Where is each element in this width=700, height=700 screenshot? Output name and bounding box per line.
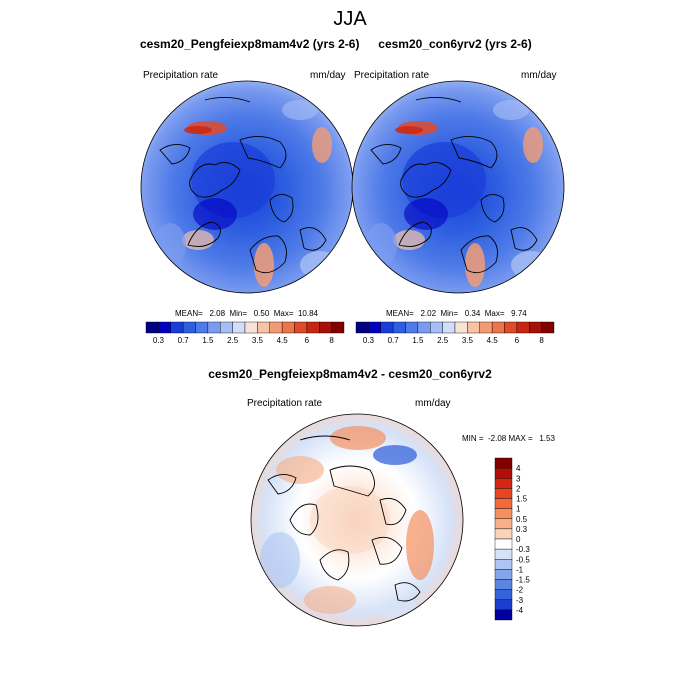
colorbar-tick-label: 8 [539,336,544,345]
colorbar-swatch [281,321,295,334]
colorbar-tick-label: 6 [305,336,310,345]
diff-variable: Precipitation rate [247,398,323,409]
map-panel-1 [141,81,353,293]
colorbar-swatch [494,548,513,560]
colorbar-swatch [494,589,513,600]
panel1-stats: MEAN= 2.08 Min= 0.50 Max= 10.84 [175,309,318,318]
colorbar-swatch [494,518,513,530]
colorbar-tick-label: 6 [515,336,520,345]
colorbar-swatch [494,478,513,489]
diff-units: mm/day [415,398,451,409]
colorbar-tick-label: 0.3 [153,336,165,345]
colorbar-tick-label: 1.5 [516,495,528,504]
colorbar-swatch [405,321,419,334]
colorbar-swatch [207,321,221,334]
colorbar-swatch [294,321,308,334]
colorbar-swatch [170,321,184,334]
colorbar-tick-label: 3.5 [462,336,474,345]
colorbar-swatch [145,321,159,334]
panel2-title: cesm20_con6yrv2 (yrs 2-6) [378,37,532,51]
colorbar-swatch [494,508,513,519]
colorbar-swatch [494,457,513,469]
colorbar-swatch [494,467,513,479]
colorbar-swatch [220,321,233,334]
colorbar-swatch [232,321,246,334]
colorbar-swatch [494,528,513,540]
colorbar-tick-label: 0.3 [363,336,375,345]
colorbar-swatch [368,321,381,334]
colorbar-tick-label: 1.5 [412,336,424,345]
panel1-variable: Precipitation rate [143,70,219,81]
colorbar-diff: 432 1.510.50.30-0.3-0.5-1 -1.5-2-3-4 [494,457,530,621]
colorbar-swatch [319,321,332,334]
colorbar-swatch [355,321,369,334]
colorbar-swatch [516,321,530,334]
colorbar-tick-label: -1 [516,565,524,574]
panel1-units: mm/day [310,70,346,81]
colorbar-tick-label: 2.5 [227,336,239,345]
colorbar-tick-label: 8 [329,336,334,345]
colorbar-tick-label: 2 [516,484,521,493]
colorbar-swatch [195,321,209,334]
colorbar-tick-label: -0.3 [516,545,530,554]
colorbar-swatch [494,559,513,570]
colorbar-swatch [494,579,513,590]
colorbar-swatch [331,321,345,334]
colorbar-swatch [182,321,196,334]
colorbar-tick-label: 0.7 [388,336,400,345]
colorbar-swatch [269,321,283,334]
colorbar-tick-label: 0 [516,535,521,544]
colorbar-tick-label: 1 [516,505,521,514]
colorbar-swatch [417,321,431,334]
colorbar-panel-1: 0.3 0.7 1.5 2.5 3.5 4.5 6 8 [145,321,345,345]
colorbar-tick-label: -4 [516,606,524,615]
colorbar-swatch [244,321,258,334]
panel2-variable: Precipitation rate [354,70,430,81]
colorbar-panel-2: 0.3 0.7 1.5 2.5 3.5 4.5 6 8 [355,321,555,345]
colorbar-swatch [467,321,480,334]
map-panel-2 [352,81,564,293]
colorbar-tick-label: -2 [516,586,524,595]
colorbar-swatch [380,321,394,334]
colorbar-swatch [306,321,320,334]
colorbar-tick-label: 4.5 [277,336,289,345]
colorbar-swatch [257,321,270,334]
colorbar-tick-label: 0.5 [516,515,528,524]
colorbar-swatch [541,321,555,334]
colorbar-swatch [479,321,493,334]
colorbar-tick-label: 3 [516,474,521,483]
colorbar-swatch [494,609,513,621]
colorbar-tick-label: 4 [516,464,521,473]
colorbar-swatch [430,321,443,334]
panel2-units: mm/day [521,70,557,81]
map-panel-diff [251,414,463,626]
colorbar-swatch [454,321,468,334]
colorbar-swatch [504,321,518,334]
colorbar-swatch [491,321,505,334]
colorbar-tick-label: -1.5 [516,576,530,585]
colorbar-swatch [494,498,513,509]
colorbar-tick-label: -3 [516,596,524,605]
colorbar-swatch [442,321,456,334]
colorbar-tick-label: 3.5 [252,336,264,345]
diff-title: cesm20_Pengfeiexp8mam4v2 - cesm20_con6yr… [208,367,492,381]
colorbar-tick-label: 4.5 [487,336,499,345]
colorbar-tick-label: 2.5 [437,336,449,345]
colorbar-swatch [494,538,513,550]
colorbar-tick-label: 1.5 [202,336,214,345]
colorbar-tick-label: -0.5 [516,555,530,564]
season-title: JJA [333,8,367,30]
colorbar-swatch [392,321,406,334]
panel1-title: cesm20_Pengfeiexp8mam4v2 (yrs 2-6) [140,37,360,51]
colorbar-swatch [494,599,513,611]
colorbar-tick-label: 0.3 [516,525,528,534]
colorbar-swatch [158,321,171,334]
colorbar-swatch [529,321,542,334]
panel2-stats: MEAN= 2.02 Min= 0.34 Max= 9.74 [386,309,527,318]
colorbar-swatch [494,569,513,580]
diff-stats: MIN = -2.08 MAX = 1.53 [462,434,555,443]
colorbar-tick-label: 0.7 [178,336,190,345]
colorbar-swatch [494,488,513,499]
